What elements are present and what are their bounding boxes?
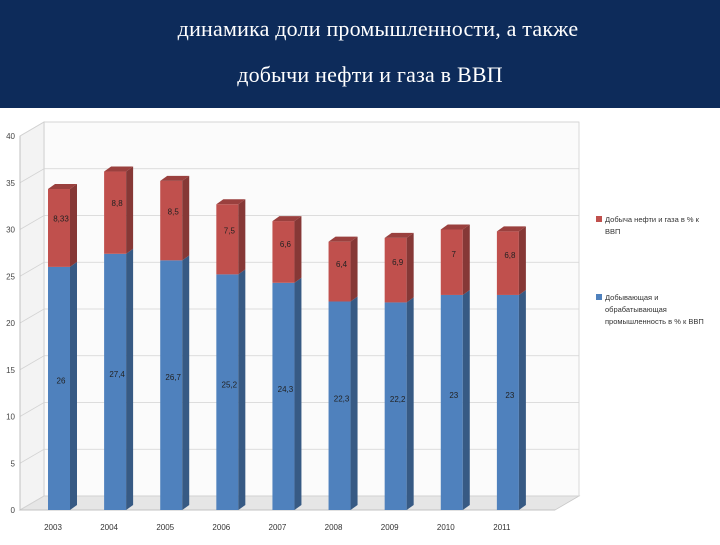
bar-side-oil-gas-2011 xyxy=(518,226,526,295)
data-label-industry-2004: 27,4 xyxy=(109,370,125,379)
bar-oil-gas-2009 xyxy=(384,237,407,303)
bar-oil-gas-2007 xyxy=(272,221,295,283)
bar-industry-2005 xyxy=(160,260,183,510)
data-label-oil-gas-2008: 6,4 xyxy=(336,260,348,269)
bar-top-oil-gas-2003 xyxy=(48,184,77,190)
data-label-industry-2005: 26,7 xyxy=(165,373,181,382)
y-tick-label-15: 15 xyxy=(6,366,15,375)
stacked-bar-chart: 0 5 10 15 20 25 30 35 40 26 8,33 2003 27,4 8,8 2004 26,… xyxy=(0,108,720,540)
bar-industry-2006 xyxy=(216,274,239,510)
bar-oil-gas-2011 xyxy=(496,231,519,295)
x-tick-label-2009: 2009 xyxy=(381,523,399,532)
bar-top-oil-gas-2010 xyxy=(440,224,470,230)
data-label-oil-gas-2004: 8,8 xyxy=(112,199,124,208)
slide-title-line-2: добычи нефти и газа в ВВП xyxy=(237,62,503,87)
bar-side-industry-2006 xyxy=(238,269,246,510)
y-tick-label-40: 40 xyxy=(6,132,15,141)
data-label-industry-2008: 22,3 xyxy=(334,395,350,404)
gridline-35 xyxy=(19,168,579,184)
bar-side-industry-2003 xyxy=(70,261,77,510)
bar-side-industry-2008 xyxy=(350,296,358,510)
x-tick-label-2005: 2005 xyxy=(156,523,174,532)
legend-label-industry: Добывающая и обрабатывающая промышленнос… xyxy=(605,293,704,326)
data-label-industry-2010: 23 xyxy=(449,391,458,400)
data-label-oil-gas-2011: 6,8 xyxy=(504,251,516,260)
bar-industry-2007 xyxy=(272,282,295,510)
chart-canvas: 0 5 10 15 20 25 30 35 40 26 8,33 2003 27,4 8,8 2004 26,… xyxy=(6,121,581,532)
bar-top-oil-gas-2007 xyxy=(272,216,302,222)
slide-header: динамика доли промышленности, а также до… xyxy=(0,0,720,108)
bar-side-oil-gas-2010 xyxy=(462,224,470,295)
data-label-oil-gas-2006: 7,5 xyxy=(224,227,236,236)
y-tick-label-25: 25 xyxy=(6,272,15,281)
bar-top-oil-gas-2006 xyxy=(216,199,246,205)
legend-item-industry: Добывающая и обрабатывающая промышленнос… xyxy=(596,292,706,328)
legend-swatch-oil-gas xyxy=(596,216,602,222)
data-label-oil-gas-2007: 6,6 xyxy=(280,240,292,249)
legend-swatch-industry xyxy=(596,294,602,300)
y-tick-label-5: 5 xyxy=(11,459,16,468)
bar-oil-gas-2003 xyxy=(48,189,70,267)
bar-top-oil-gas-2008 xyxy=(328,236,358,242)
bar-top-oil-gas-2011 xyxy=(496,226,526,232)
bar-side-oil-gas-2008 xyxy=(350,236,358,302)
bar-industry-2004 xyxy=(104,253,127,510)
y-tick-label-10: 10 xyxy=(6,413,15,422)
data-label-oil-gas-2010: 7 xyxy=(452,250,457,259)
slide-title-line-1: динамика доли промышленности, а также xyxy=(177,16,579,41)
bar-top-oil-gas-2009 xyxy=(384,232,414,238)
y-tick-label-20: 20 xyxy=(6,319,15,328)
bar-top-oil-gas-2005 xyxy=(160,175,190,181)
bar-side-oil-gas-2003 xyxy=(70,184,77,267)
data-label-industry-2009: 22,2 xyxy=(390,395,406,404)
data-label-industry-2007: 24,3 xyxy=(278,385,294,394)
x-tick-label-2003: 2003 xyxy=(44,523,62,532)
data-label-oil-gas-2003: 8,33 xyxy=(53,215,69,224)
bar-side-oil-gas-2004 xyxy=(126,166,134,254)
bar-oil-gas-2008 xyxy=(328,241,351,302)
x-tick-label-2006: 2006 xyxy=(212,523,230,532)
y-tick-label-35: 35 xyxy=(6,179,15,188)
bar-oil-gas-2006 xyxy=(216,204,239,275)
bar-industry-2009 xyxy=(384,302,407,510)
bar-industry-2010 xyxy=(440,294,463,510)
bar-side-oil-gas-2006 xyxy=(238,199,246,275)
legend-item-oil-gas: Добыча нефти и газа в % к ВВП xyxy=(596,214,706,238)
bar-side-industry-2010 xyxy=(462,289,470,510)
bar-industry-2011 xyxy=(496,294,519,510)
x-tick-label-2010: 2010 xyxy=(437,523,455,532)
gridline-40 xyxy=(19,121,579,137)
x-tick-label-2004: 2004 xyxy=(100,523,118,532)
bar-oil-gas-2005 xyxy=(160,180,183,261)
gridline-30 xyxy=(19,215,579,230)
data-label-oil-gas-2009: 6,9 xyxy=(392,258,404,267)
bar-side-oil-gas-2005 xyxy=(182,175,190,261)
y-tick-label-0: 0 xyxy=(11,506,16,515)
legend-label-oil-gas: Добыча нефти и газа в % к ВВП xyxy=(605,215,699,236)
bar-side-industry-2007 xyxy=(294,277,302,510)
data-label-oil-gas-2005: 8,5 xyxy=(168,207,180,216)
x-tick-label-2008: 2008 xyxy=(325,523,343,532)
bar-side-industry-2011 xyxy=(518,289,526,510)
bar-side-oil-gas-2007 xyxy=(294,216,302,283)
bar-industry-2003 xyxy=(48,266,70,510)
bar-top-oil-gas-2004 xyxy=(104,166,134,172)
bar-side-industry-2005 xyxy=(182,255,190,510)
bar-side-oil-gas-2009 xyxy=(406,232,414,303)
bar-oil-gas-2004 xyxy=(104,171,127,254)
bar-industry-2008 xyxy=(328,301,351,510)
data-label-industry-2011: 23 xyxy=(505,391,514,400)
data-label-industry-2006: 25,2 xyxy=(222,380,238,389)
data-label-industry-2003: 26 xyxy=(57,377,66,386)
bar-side-industry-2009 xyxy=(406,297,414,510)
y-tick-label-30: 30 xyxy=(6,226,15,235)
x-tick-label-2011: 2011 xyxy=(493,523,511,532)
bar-oil-gas-2010 xyxy=(440,229,463,295)
bar-side-industry-2004 xyxy=(126,248,134,510)
x-tick-label-2007: 2007 xyxy=(269,523,287,532)
